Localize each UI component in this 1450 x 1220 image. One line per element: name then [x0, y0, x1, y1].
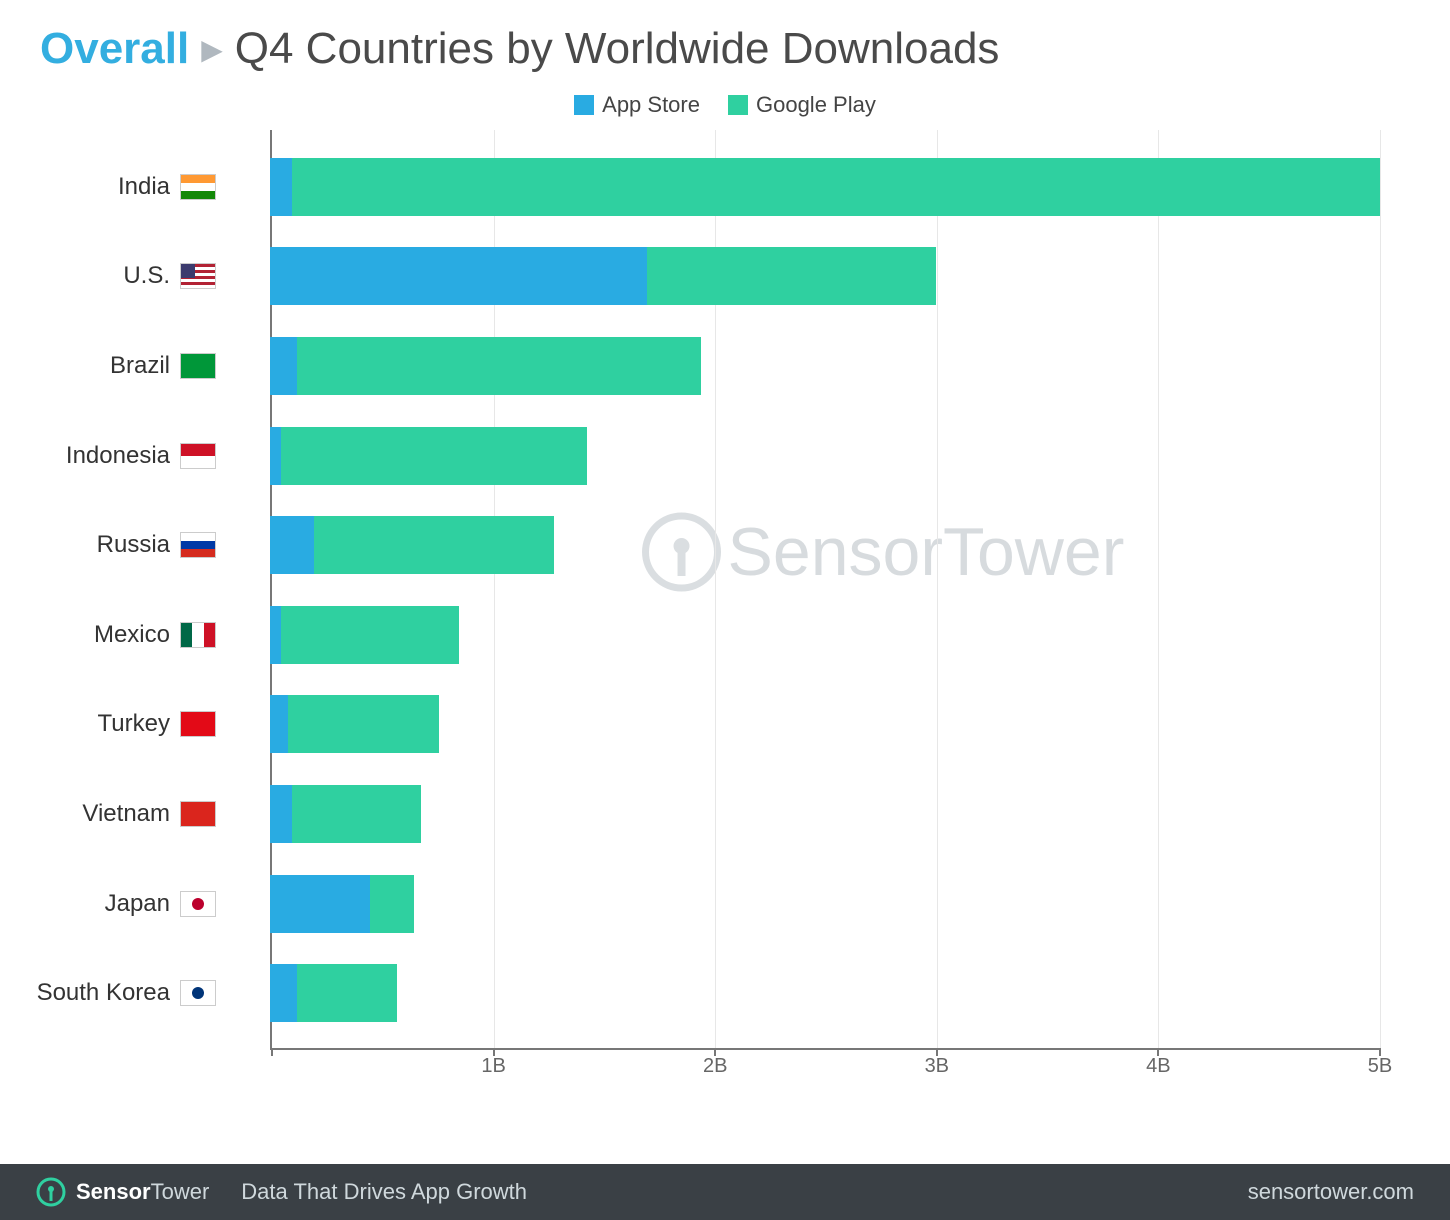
bar-segment-app_store — [270, 875, 370, 933]
flag-icon — [180, 532, 216, 558]
legend-swatch-google-play — [728, 95, 748, 115]
x-tick-label: 4B — [1146, 1055, 1170, 1078]
bar-segment-google_play — [314, 516, 554, 574]
bar-segment-app_store — [270, 247, 647, 305]
gridline — [1380, 130, 1381, 1048]
bar-row — [270, 158, 1380, 216]
footer: SensorTower Data That Drives App Growth … — [0, 1164, 1450, 1220]
bar-segment-google_play — [370, 875, 414, 933]
bar-row — [270, 516, 1380, 574]
bar-segment-app_store — [270, 964, 297, 1022]
country-name: Mexico — [94, 621, 170, 649]
bar-row — [270, 785, 1380, 843]
flag-icon — [180, 174, 216, 200]
bar-segment-google_play — [288, 695, 439, 753]
bar-row — [270, 964, 1380, 1022]
flag-icon — [180, 891, 216, 917]
legend-label: App Store — [602, 92, 700, 118]
bar-segment-google_play — [647, 247, 936, 305]
y-axis-label: India — [0, 158, 230, 216]
legend: App Store Google Play — [0, 84, 1450, 130]
country-name: Vietnam — [82, 800, 170, 828]
page-title: Q4 Countries by Worldwide Downloads — [235, 24, 1000, 74]
brand-sensor: Sensor — [76, 1179, 151, 1204]
bar-row — [270, 247, 1380, 305]
y-axis-labels: India U.S. Brazil Indonesia Russia Mexico Turk… — [0, 142, 230, 1038]
y-axis-label: Turkey — [0, 695, 230, 753]
legend-item: App Store — [574, 92, 700, 118]
bar-segment-app_store — [270, 158, 292, 216]
bar-segment-google_play — [292, 158, 1380, 216]
bar-row — [270, 337, 1380, 395]
caret-right-icon: ▶ — [201, 33, 223, 66]
bar-row — [270, 695, 1380, 753]
country-name: South Korea — [37, 979, 170, 1007]
logo-icon — [36, 1177, 66, 1207]
footer-tagline: Data That Drives App Growth — [241, 1179, 527, 1205]
bar-segment-app_store — [270, 516, 314, 574]
bar-row — [270, 875, 1380, 933]
bar-segment-google_play — [297, 337, 701, 395]
bar-row — [270, 606, 1380, 664]
bars — [270, 142, 1380, 1038]
bar-segment-google_play — [292, 785, 421, 843]
x-tick-label: 1B — [481, 1055, 505, 1078]
y-axis-label: Japan — [0, 875, 230, 933]
legend-item: Google Play — [728, 92, 876, 118]
y-axis-label: Indonesia — [0, 427, 230, 485]
bar-segment-google_play — [281, 427, 587, 485]
y-axis-label: Vietnam — [0, 785, 230, 843]
country-name: U.S. — [123, 262, 170, 290]
header-category: Overall — [40, 24, 189, 74]
flag-icon — [180, 711, 216, 737]
chart: India U.S. Brazil Indonesia Russia Mexico Turk… — [0, 130, 1450, 1090]
x-tick-label: 5B — [1368, 1055, 1392, 1078]
flag-icon — [180, 801, 216, 827]
bar-segment-app_store — [270, 337, 297, 395]
country-name: Brazil — [110, 352, 170, 380]
bar-row — [270, 427, 1380, 485]
flag-icon — [180, 980, 216, 1006]
footer-brand: SensorTower — [36, 1177, 209, 1207]
bar-segment-app_store — [270, 785, 292, 843]
footer-url: sensortower.com — [1248, 1179, 1414, 1205]
bar-segment-app_store — [270, 427, 281, 485]
y-axis-label: U.S. — [0, 247, 230, 305]
y-axis-label: Mexico — [0, 606, 230, 664]
country-name: Indonesia — [66, 442, 170, 470]
x-tick-label: 2B — [703, 1055, 727, 1078]
x-tick-label: 3B — [925, 1055, 949, 1078]
y-axis-label: Brazil — [0, 337, 230, 395]
legend-swatch-app-store — [574, 95, 594, 115]
legend-label: Google Play — [756, 92, 876, 118]
bar-segment-google_play — [297, 964, 397, 1022]
country-name: India — [118, 173, 170, 201]
bar-segment-app_store — [270, 695, 288, 753]
country-name: Japan — [105, 890, 170, 918]
flag-icon — [180, 353, 216, 379]
y-axis-label: South Korea — [0, 964, 230, 1022]
flag-icon — [180, 622, 216, 648]
y-axis-label: Russia — [0, 516, 230, 574]
country-name: Russia — [97, 531, 170, 559]
bar-segment-google_play — [281, 606, 459, 664]
flag-icon — [180, 443, 216, 469]
country-name: Turkey — [98, 710, 170, 738]
bar-segment-app_store — [270, 606, 281, 664]
flag-icon — [180, 263, 216, 289]
header: Overall ▶ Q4 Countries by Worldwide Down… — [0, 0, 1450, 84]
brand-tower: Tower — [151, 1179, 210, 1204]
